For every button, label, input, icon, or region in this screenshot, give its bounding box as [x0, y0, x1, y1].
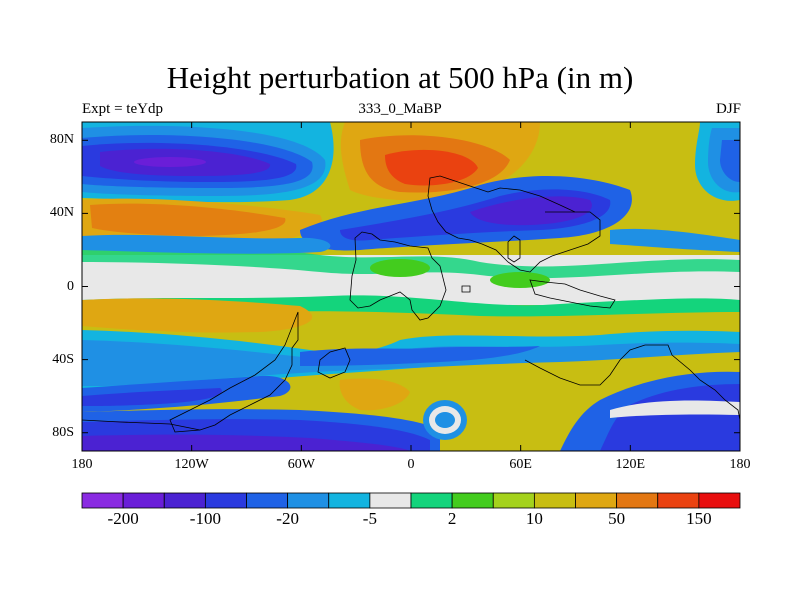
colorbar-swatch [369, 492, 412, 509]
y-tick-label: 0 [67, 278, 74, 294]
colorbar-label: -200 [107, 509, 139, 528]
colorbar-swatch [328, 492, 371, 509]
time-period-label: 333_0_MaBP [358, 101, 442, 117]
x-tick-label: 60E [509, 457, 532, 472]
colorbar-label: -5 [362, 509, 377, 528]
colorbar-swatch [698, 492, 741, 509]
x-tick-label: 180 [729, 457, 751, 472]
season-label: DJF [715, 101, 741, 117]
colorbar [81, 492, 741, 509]
contour-field [82, 122, 740, 451]
eurasia-outline [427, 175, 601, 273]
colorbar-swatch [81, 492, 124, 509]
colorbar-swatch [451, 492, 494, 509]
colorbar-swatch [246, 492, 289, 509]
y-tick-label: 80S [52, 424, 74, 440]
x-tick-label: 60W [287, 457, 315, 472]
colorbar-label: 150 [686, 509, 712, 528]
australia-antarctic-outline [524, 344, 740, 421]
colorbar-swatch [204, 492, 247, 509]
y-tick-label: 40S [52, 351, 74, 367]
colorbar-label: 50 [608, 509, 626, 528]
colorbar-swatch [492, 492, 535, 509]
colorbar-label: -100 [189, 509, 221, 528]
colorbar-swatch [533, 492, 576, 509]
colorbar-swatch [657, 492, 700, 509]
experiment-label: Expt = teYdp [82, 101, 163, 117]
x-tick-label: 120W [174, 457, 209, 472]
x-tick-label: 0 [407, 457, 415, 472]
colorbar-swatch [163, 492, 206, 509]
y-tick-label: 80N [49, 132, 74, 148]
colorbar-swatch [122, 492, 165, 509]
axis-ticks [81, 122, 741, 451]
colorbar-label: 2 [447, 509, 457, 528]
x-tick-label: 180 [71, 457, 93, 472]
colorbar-swatch [410, 492, 453, 509]
colorbar-swatch [616, 492, 659, 509]
africa-outline [349, 231, 447, 321]
y-tick-label: 40N [49, 205, 74, 221]
colorbar-label: -20 [276, 509, 299, 528]
plot-title: Height perturbation at 500 hPa (in m) [166, 60, 634, 95]
x-tick-label: 120E [615, 457, 646, 472]
colorbar-swatch [575, 492, 618, 509]
colorbar-label: 10 [525, 509, 543, 528]
colorbar-swatch [287, 492, 330, 509]
